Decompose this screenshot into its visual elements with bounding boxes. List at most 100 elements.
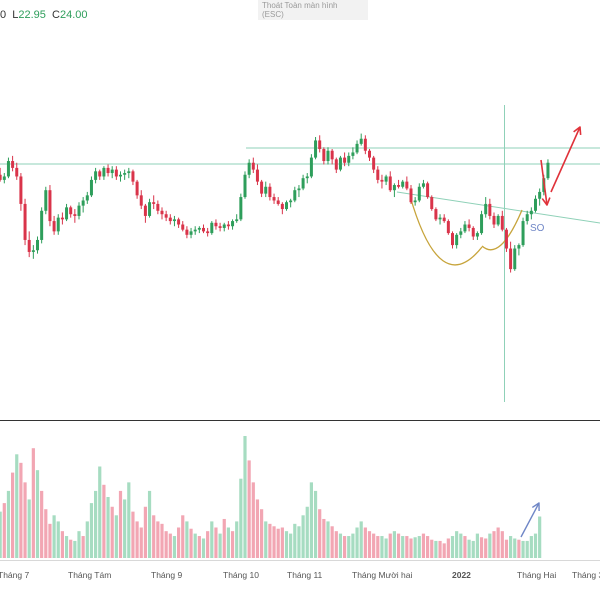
candle-body bbox=[181, 224, 185, 230]
volume-bar bbox=[81, 536, 85, 558]
ohlc-prefix: 0 bbox=[0, 9, 7, 21]
candle bbox=[297, 185, 301, 198]
volume-bar bbox=[52, 515, 56, 558]
candle-body bbox=[471, 227, 475, 237]
volume-bar bbox=[430, 539, 434, 558]
candle bbox=[85, 191, 89, 204]
candle-body bbox=[36, 239, 39, 251]
candle bbox=[11, 155, 15, 172]
volume-bar bbox=[94, 490, 98, 558]
volume-bar bbox=[11, 472, 15, 558]
candle bbox=[27, 231, 31, 258]
candle bbox=[143, 203, 147, 223]
candle bbox=[347, 152, 351, 167]
x-tick-label: Tháng 9 bbox=[151, 570, 182, 580]
candle-body bbox=[222, 224, 226, 228]
volume-bar bbox=[114, 515, 118, 558]
candle bbox=[77, 202, 81, 220]
candle-body bbox=[380, 179, 384, 182]
candle bbox=[480, 210, 484, 235]
candle-body bbox=[0, 174, 2, 180]
candle-body bbox=[459, 231, 463, 235]
exit-fullscreen-hint[interactable]: Thoát Toàn màn hình (ESC) bbox=[258, 0, 368, 20]
candle bbox=[529, 207, 533, 220]
volume-bar bbox=[280, 527, 284, 558]
candle bbox=[397, 179, 401, 189]
volume-bar bbox=[450, 536, 455, 558]
volume-bar bbox=[156, 521, 160, 558]
candle bbox=[264, 181, 268, 198]
candle-body bbox=[509, 248, 513, 270]
candle-body bbox=[202, 227, 205, 232]
volume-bar bbox=[384, 538, 388, 558]
candle-body bbox=[309, 157, 313, 177]
volume-bar bbox=[127, 482, 131, 558]
volume-bar bbox=[118, 490, 123, 558]
volume-bar bbox=[438, 540, 442, 558]
candle-body bbox=[475, 233, 479, 237]
candle bbox=[546, 159, 550, 180]
candle-body bbox=[285, 202, 288, 210]
volume-bar bbox=[143, 506, 147, 558]
candle-body bbox=[40, 210, 44, 240]
volume-bar bbox=[421, 533, 426, 558]
breakout-arrow bbox=[550, 126, 582, 193]
volume-bar bbox=[77, 531, 81, 558]
candle bbox=[496, 214, 500, 227]
volume-bar bbox=[197, 536, 201, 558]
candle bbox=[363, 135, 367, 155]
candle-body bbox=[247, 162, 251, 175]
volume-bar bbox=[492, 531, 496, 558]
pullback-arrow bbox=[540, 159, 551, 206]
volume-bar bbox=[160, 523, 164, 558]
volume-bar bbox=[446, 538, 450, 558]
x-tick-label: Tháng 7 bbox=[0, 570, 29, 580]
candle bbox=[426, 181, 430, 199]
volume-bar bbox=[23, 482, 27, 558]
volume-bar bbox=[147, 490, 152, 558]
candle bbox=[52, 215, 56, 235]
volume-bar bbox=[56, 521, 60, 558]
volume-bar bbox=[0, 511, 2, 558]
volume-bar bbox=[318, 509, 322, 558]
candle bbox=[355, 140, 359, 155]
candle-body bbox=[484, 203, 488, 215]
candle bbox=[168, 214, 172, 225]
volume-bar bbox=[533, 533, 538, 558]
volume-bar bbox=[255, 499, 260, 558]
candle bbox=[438, 214, 442, 225]
pullback-arrow-head bbox=[541, 197, 551, 206]
candle bbox=[123, 169, 127, 180]
volume-bar bbox=[359, 521, 363, 558]
candle bbox=[351, 147, 355, 160]
candle bbox=[127, 167, 131, 179]
candle bbox=[405, 176, 409, 191]
candle bbox=[459, 227, 463, 239]
pullback-arrow-shaft bbox=[540, 159, 548, 206]
candle bbox=[181, 221, 185, 232]
volume-bar bbox=[504, 539, 509, 558]
candle-body bbox=[160, 210, 164, 215]
candle bbox=[471, 226, 475, 240]
volume-bar bbox=[343, 536, 347, 558]
candle-body bbox=[413, 200, 417, 203]
candle-body bbox=[218, 226, 222, 228]
volume-bar bbox=[239, 478, 243, 558]
volume-bar bbox=[521, 540, 525, 558]
candle-body bbox=[185, 229, 189, 235]
volume-bar bbox=[500, 531, 504, 558]
candle bbox=[218, 222, 222, 232]
candle bbox=[36, 236, 39, 254]
volume-bar bbox=[479, 537, 484, 558]
candle-body bbox=[52, 221, 56, 232]
volume-bar bbox=[488, 533, 492, 558]
candle bbox=[152, 195, 156, 210]
candle-body bbox=[347, 155, 351, 163]
candle-body bbox=[131, 171, 135, 182]
candle-body bbox=[318, 140, 322, 150]
candle-body bbox=[401, 181, 405, 187]
candle-body bbox=[73, 214, 77, 216]
candle-body bbox=[388, 176, 392, 191]
candle bbox=[98, 169, 102, 180]
